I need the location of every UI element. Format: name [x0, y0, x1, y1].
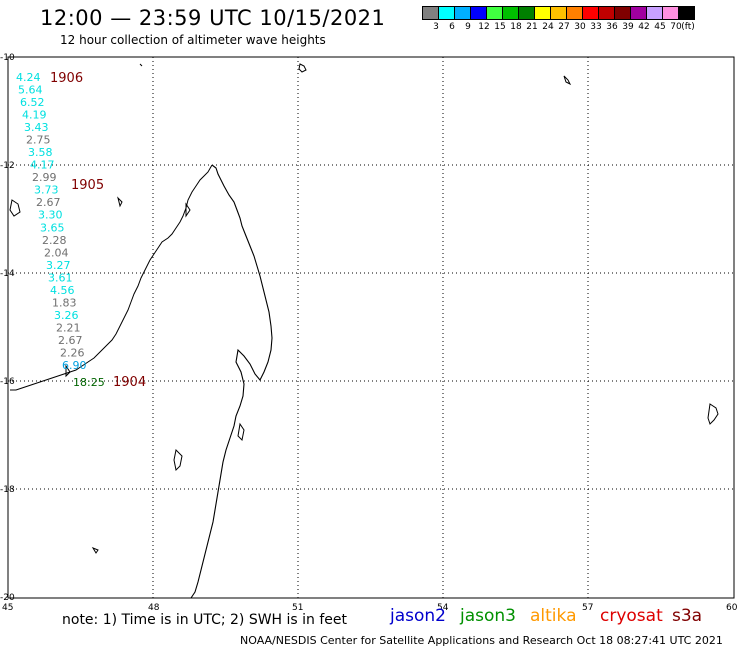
scale-swatch	[438, 6, 455, 20]
wave-height-label: 2.04	[44, 246, 69, 259]
track-start-time: 18:25	[73, 376, 105, 389]
wave-height-label: 4.56	[50, 284, 75, 297]
satellite-legend-altika: altika	[530, 606, 577, 626]
scale-label: 42	[638, 22, 650, 32]
scale-swatch	[422, 6, 439, 20]
scale-swatch	[486, 6, 503, 20]
satellite-legend-s3a: s3a	[672, 606, 703, 626]
wave-height-label: 3.30	[38, 209, 63, 222]
footer-note: note: 1) Time is in UTC; 2) SWH is in fe…	[62, 612, 348, 628]
gridlines	[8, 57, 734, 598]
scale-swatch	[454, 6, 471, 20]
scale-label: 15	[494, 22, 506, 32]
scale-swatch	[470, 6, 487, 20]
wave-height-label: 2.28	[42, 234, 67, 247]
wave-height-label: 3.43	[24, 121, 49, 134]
scale-swatch	[582, 6, 599, 20]
track-heights: 4.245.646.524.193.432.753.584.172.993.73…	[16, 71, 87, 372]
scale-label: 27	[558, 22, 570, 32]
wave-height-label: 2.26	[60, 347, 85, 360]
scale-label: 18	[510, 22, 522, 32]
x-tick-label: 51	[292, 603, 303, 613]
wave-height-label: 2.67	[58, 334, 83, 347]
x-tick-label: 57	[582, 603, 593, 613]
x-tick-label: 60	[726, 603, 738, 613]
scale-label: 12	[478, 22, 490, 32]
y-tick-label: -18	[0, 485, 15, 495]
wave-height-label: 3.73	[34, 184, 59, 197]
y-axis-labels: -10 -12 -14 -16 -18 -20	[0, 53, 15, 603]
credit-line: NOAA/NESDIS Center for Satellite Applica…	[240, 634, 723, 647]
scale-label: 45	[654, 22, 666, 32]
wave-height-label: 1.83	[52, 296, 77, 309]
wave-height-label: 6.90	[62, 359, 87, 372]
scale-swatch	[630, 6, 647, 20]
y-tick-label: -16	[0, 377, 15, 387]
scale-swatch	[550, 6, 567, 20]
y-tick-label: -10	[0, 53, 15, 63]
scale-label: 21	[526, 22, 538, 32]
wave-height-color-scale	[422, 6, 695, 20]
scale-swatch	[678, 6, 695, 20]
scale-swatch	[646, 6, 663, 20]
wave-height-label: 4.24	[16, 71, 41, 84]
scale-label: 9	[465, 22, 471, 32]
scale-label: 6	[449, 22, 455, 32]
wave-height-label: 2.21	[56, 321, 81, 334]
coastline-northwest	[10, 164, 213, 391]
scale-label: (ft)	[681, 22, 695, 32]
track-time-label-1905: 1905	[71, 178, 104, 193]
scale-label: 24	[542, 22, 554, 32]
track-times: 1906 1905 1904 18:25	[50, 71, 146, 390]
scale-swatch	[502, 6, 519, 20]
x-tick-label: 48	[148, 603, 160, 613]
coastline-madagascar	[190, 164, 273, 599]
satellite-legend-jason2: jason2	[390, 606, 446, 626]
y-tick-label: -20	[0, 593, 15, 603]
wave-height-label: 4.19	[22, 109, 47, 122]
x-axis-labels: 45 48 51 54 57 60	[2, 603, 738, 613]
scale-swatch	[598, 6, 615, 20]
wave-height-label: 2.67	[36, 196, 61, 209]
x-tick-label: 45	[2, 603, 13, 613]
scale-swatch	[662, 6, 679, 20]
wave-height-label: 3.65	[40, 221, 65, 234]
satellite-legend-jason3: jason3	[460, 606, 516, 626]
scale-label: 39	[622, 22, 634, 32]
y-tick-label: -12	[0, 161, 15, 171]
page-subtitle: 12 hour collection of altimeter wave hei…	[60, 33, 326, 47]
wave-height-label: 2.75	[26, 134, 51, 147]
scale-swatch	[534, 6, 551, 20]
wave-height-label: 3.26	[54, 309, 79, 322]
scale-swatch	[518, 6, 535, 20]
scale-label: 30	[574, 22, 586, 32]
wave-height-label: 2.99	[32, 171, 57, 184]
scale-label: 33	[590, 22, 602, 32]
satellite-legend-cryosat: cryosat	[600, 606, 663, 626]
scale-label: 36	[606, 22, 618, 32]
wave-height-label: 4.17	[30, 159, 55, 172]
wave-height-label: 3.27	[46, 259, 71, 272]
scale-swatch	[566, 6, 583, 20]
wave-height-label: 5.64	[18, 84, 43, 97]
page-title: 12:00 — 23:59 UTC 10/15/2021	[40, 6, 386, 30]
scale-swatch	[614, 6, 631, 20]
islands	[9, 63, 719, 554]
wave-height-label: 3.61	[48, 271, 73, 284]
x-tick-label: 54	[437, 603, 449, 613]
wave-height-label: 6.52	[20, 96, 45, 109]
scale-label: 3	[433, 22, 439, 32]
y-tick-label: -14	[0, 269, 15, 279]
track-time-label-1906: 1906	[50, 71, 83, 86]
wave-height-label: 3.58	[28, 146, 53, 159]
scale-label: 70	[670, 22, 682, 32]
map-frame	[7, 56, 735, 599]
track-time-label-1904: 1904	[113, 375, 146, 390]
